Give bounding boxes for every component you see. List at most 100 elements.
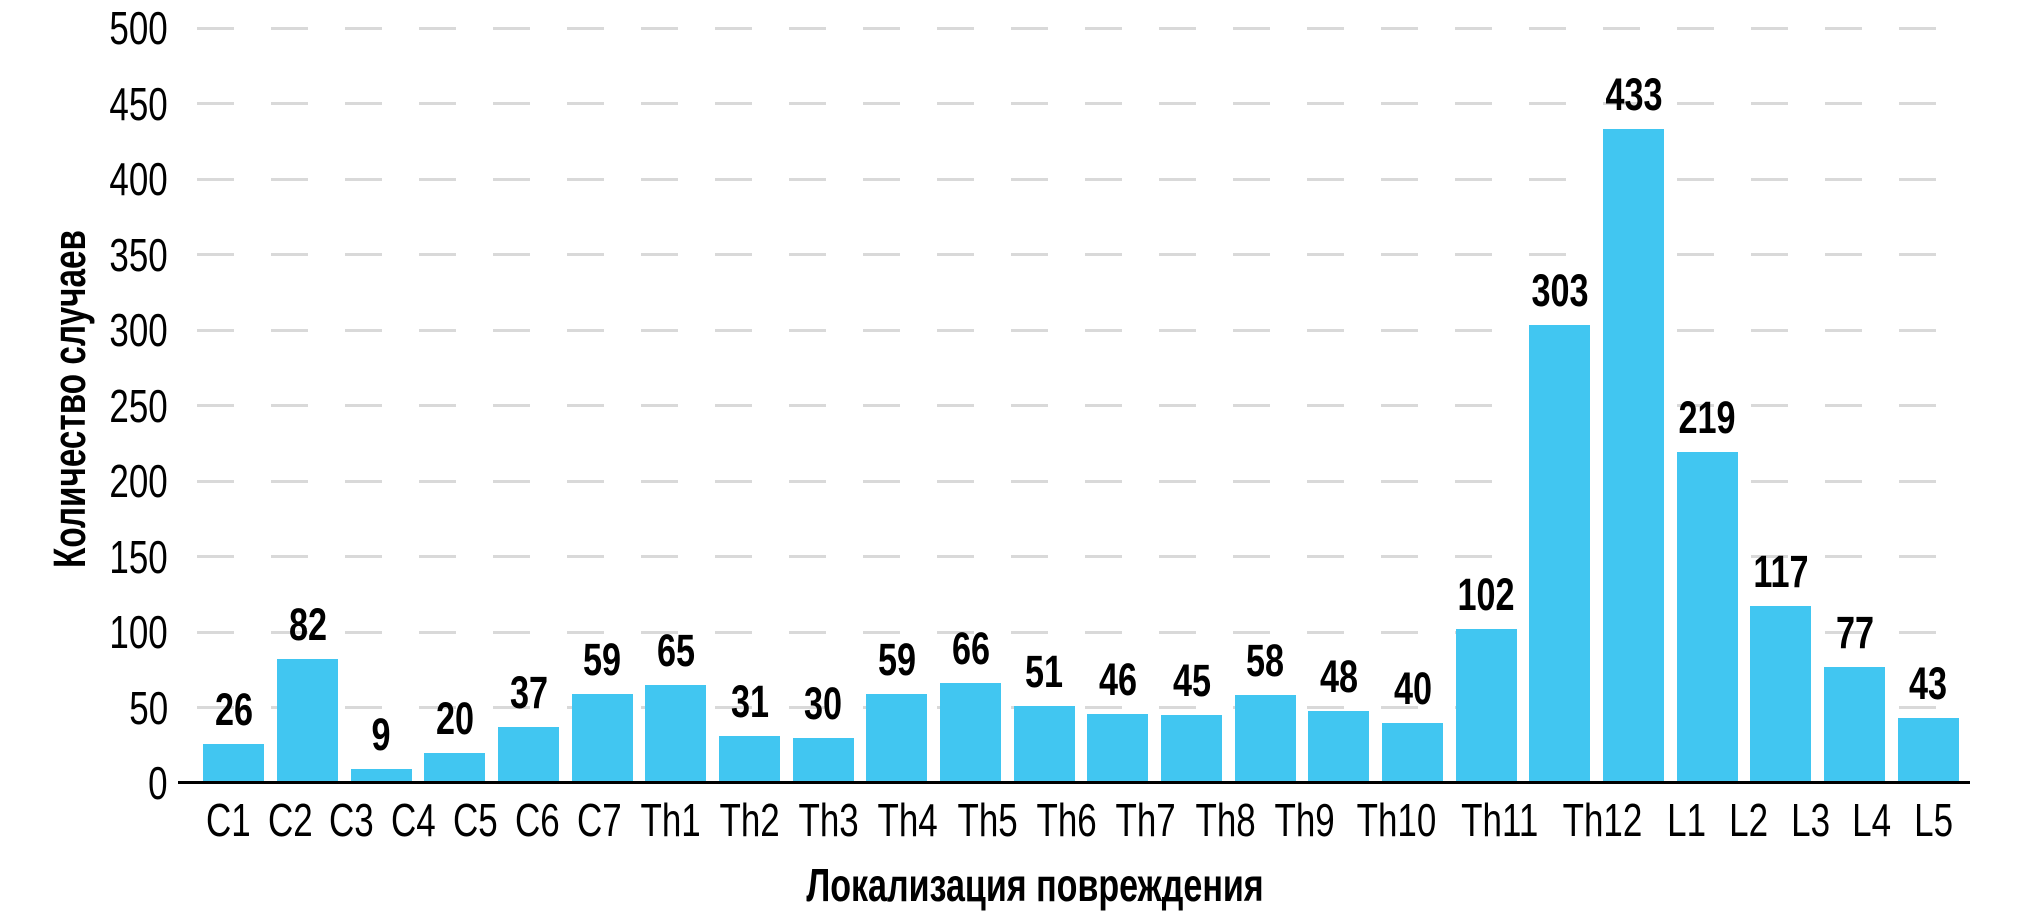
bar-C5	[498, 727, 560, 783]
y-tick-label-250: 250	[109, 379, 168, 432]
bar-Th8	[1234, 695, 1296, 783]
bar-value-label-C6: 59	[583, 633, 622, 685]
bar-Th7	[1161, 715, 1223, 783]
bar-value-label-Th6: 46	[1098, 653, 1137, 705]
x-category-label-Th11: Th11	[1461, 794, 1539, 846]
bar-L3	[1750, 606, 1812, 783]
bar-L2	[1676, 452, 1738, 783]
bar-slot-Th3: 59	[860, 28, 934, 783]
bar-value-label-Th9: 48	[1319, 650, 1358, 702]
bar-value-label-Th7: 45	[1172, 655, 1211, 707]
bar-slot-Th9: 48	[1302, 28, 1376, 783]
bar-value-label-L4: 77	[1835, 606, 1874, 658]
bar-value-label-L3: 117	[1753, 546, 1809, 598]
bar-slot-C5: 37	[492, 28, 566, 783]
y-tick-label-350: 350	[109, 228, 168, 281]
x-category-label-Th8: Th8	[1195, 794, 1256, 846]
x-category-label-C7: C7	[577, 794, 623, 846]
bar-slot-Th10: 40	[1376, 28, 1450, 783]
bar-slot-L3: 117	[1744, 28, 1818, 783]
bar-value-label-L2: 219	[1678, 392, 1736, 444]
bar-slot-Th4: 66	[934, 28, 1008, 783]
x-category-label-C1: C1	[205, 794, 251, 846]
bar-slot-C6: 59	[565, 28, 639, 783]
bar-slot-Th6: 46	[1081, 28, 1155, 783]
x-category-label-L3: L3	[1790, 794, 1830, 846]
bar-Th4	[940, 683, 1002, 783]
y-tick-label-150: 150	[109, 530, 168, 583]
bar-slot-Th11: 102	[1449, 28, 1523, 783]
x-category-label-Th12: Th12	[1562, 794, 1643, 846]
x-category-label-Th1: Th1	[640, 794, 701, 846]
y-tick-label-200: 200	[109, 455, 168, 507]
x-axis-line	[178, 781, 1970, 784]
y-tick-label-100: 100	[109, 606, 168, 658]
bar-slot-L2: 219	[1670, 28, 1744, 783]
bar-L5	[1897, 718, 1959, 783]
bar-slot-C3: 9	[344, 28, 418, 783]
bar-value-label-Th1: 31	[730, 676, 769, 728]
x-category-label-Th7: Th7	[1115, 794, 1177, 846]
bar-L4	[1824, 666, 1886, 783]
gridline-50	[197, 706, 1965, 709]
bar-C2	[277, 659, 338, 783]
bar-value-label-Th4: 66	[951, 623, 990, 675]
bar-Th6	[1087, 713, 1149, 783]
bar-slot-L1: 433	[1597, 28, 1671, 783]
y-tick-label-50: 50	[129, 681, 168, 734]
bar-Th10	[1382, 722, 1444, 783]
bar-C4	[424, 752, 486, 783]
x-category-label-L2: L2	[1728, 794, 1768, 846]
bar-value-label-L1: 433	[1605, 69, 1663, 121]
bar-C3	[350, 769, 412, 783]
x-category-label-Th3: Th3	[798, 794, 859, 846]
bar-value-label-Th2: 30	[804, 677, 843, 729]
gridline-250	[197, 404, 1965, 407]
x-category-labels: C1 C2 C3 C4 C5 C6 C7 Th1 Th2 Th3 Th4 Th5 Th6 Th7 Th8 Th…	[197, 795, 1965, 847]
gridline-100	[197, 630, 1965, 634]
bar-value-label-Th10: 40	[1393, 662, 1432, 714]
y-tick-label-500: 500	[109, 2, 168, 54]
bar-slot-C4: 20	[418, 28, 492, 783]
bar-value-label-Th5: 51	[1025, 646, 1064, 697]
gridline-400	[197, 177, 1965, 181]
bar-value-label-Th12: 303	[1531, 265, 1589, 317]
bar-value-label-C7: 65	[656, 624, 695, 676]
bar-value-label-Th8: 58	[1246, 635, 1285, 687]
bar-value-label-C5: 37	[509, 667, 548, 719]
y-tick-label-450: 450	[109, 77, 168, 130]
plot-area: 26 82 9 20 37 59 65 31 30 59 66 51 46 45 58 48 40 102 303 4…	[178, 26, 1970, 784]
x-category-label-L5: L5	[1914, 794, 1954, 846]
bar-slot-Th2: 30	[786, 28, 860, 783]
x-category-label-Th2: Th2	[719, 794, 780, 846]
bar-value-label-L5: 43	[1909, 658, 1948, 710]
bar-value-label-C2: 82	[288, 599, 327, 651]
bar-C7	[645, 684, 707, 783]
bar-slot-C7: 65	[639, 28, 713, 783]
x-category-label-Th10: Th10	[1356, 794, 1437, 846]
bar-value-label-C4: 20	[435, 692, 474, 744]
bar-slot-Th8: 58	[1228, 28, 1302, 783]
bar-value-label-C3: 9	[371, 709, 391, 761]
bar-Th12	[1529, 325, 1591, 783]
y-tick-label-400: 400	[109, 153, 168, 205]
gridline-450	[197, 102, 1965, 105]
bar-slot-Th1: 31	[713, 28, 787, 783]
x-category-label-Th9: Th9	[1274, 794, 1335, 846]
bar-Th2	[792, 737, 854, 783]
x-category-label-Th4: Th4	[877, 794, 939, 846]
x-category-label-Th6: Th6	[1036, 794, 1097, 846]
gridline-500	[197, 26, 1965, 30]
bar-slot-C2: 82	[271, 28, 345, 783]
bar-slot-C1: 26	[197, 28, 271, 783]
x-category-label-C2: C2	[267, 794, 313, 846]
y-tick-label-300: 300	[109, 304, 168, 356]
x-category-label-C3: C3	[329, 794, 375, 846]
bar-slot-L5: 43	[1891, 28, 1965, 783]
x-category-label-C5: C5	[453, 794, 499, 846]
x-category-label-C6: C6	[515, 794, 561, 846]
bar-value-label-Th11: 102	[1457, 568, 1515, 620]
gridline-150	[197, 555, 1965, 558]
bar-value-label-C1: 26	[214, 683, 253, 735]
